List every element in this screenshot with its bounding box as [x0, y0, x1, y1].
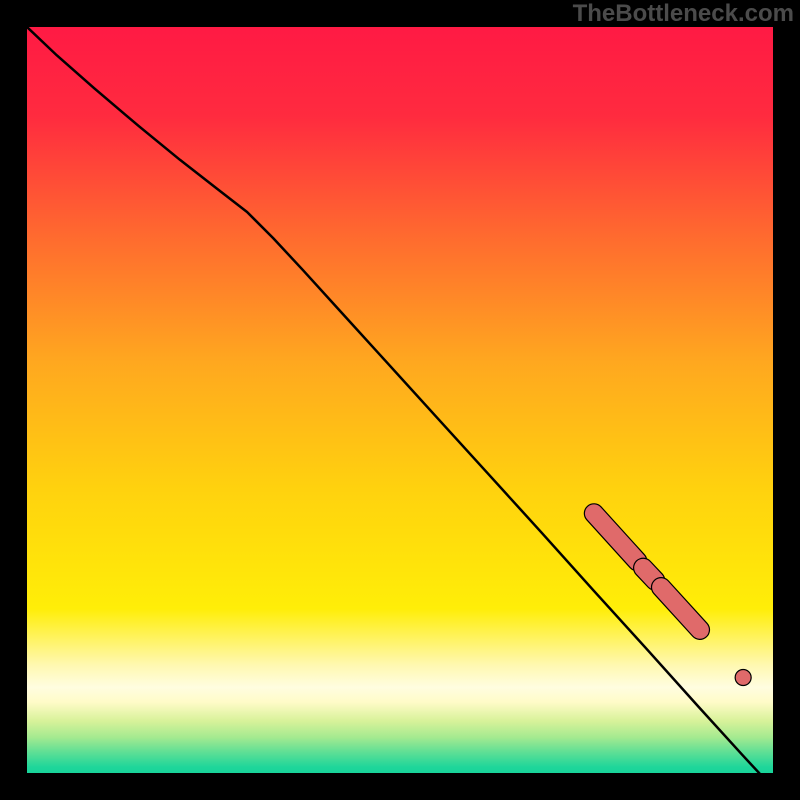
watermark-text: TheBottleneck.com: [573, 0, 794, 28]
chart-svg: [0, 0, 800, 800]
chart-canvas: TheBottleneck.com: [0, 0, 800, 800]
series-marker-dot: [735, 670, 751, 686]
gradient-background: [27, 27, 773, 773]
series-marker-pill: [643, 568, 655, 581]
